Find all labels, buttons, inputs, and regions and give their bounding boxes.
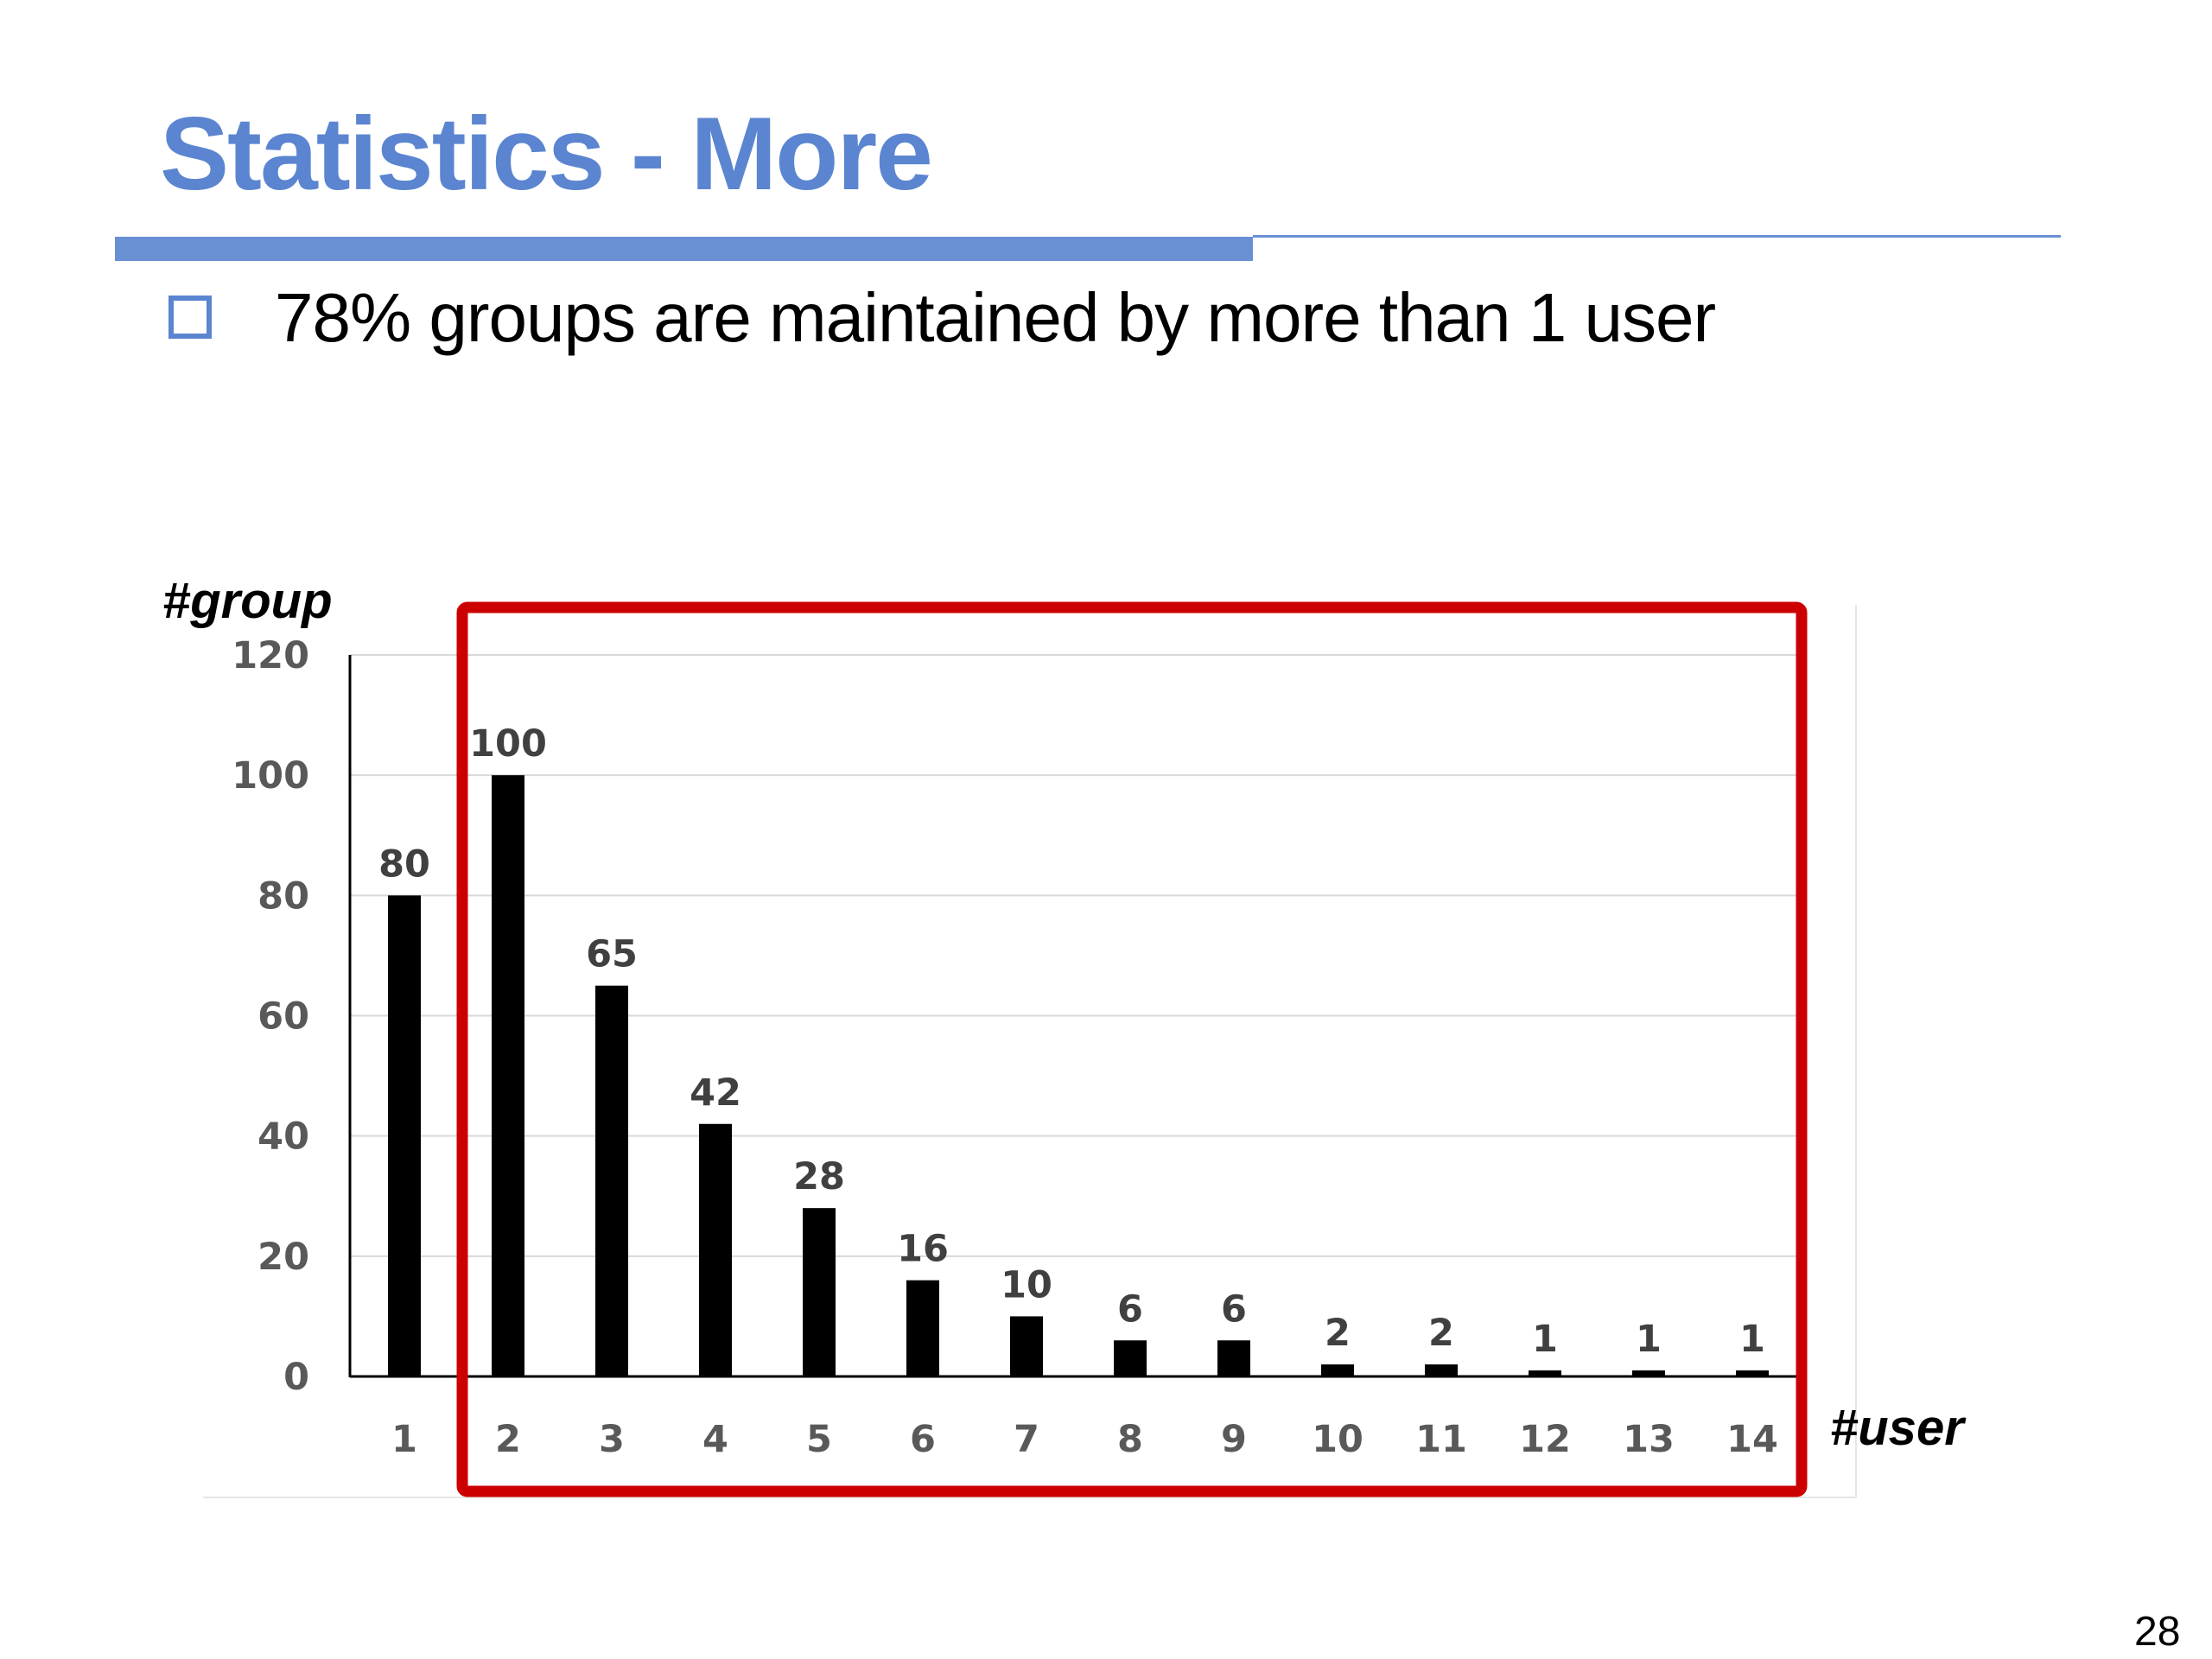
x-tick-label: 3 <box>599 1418 625 1461</box>
x-tick-label: 2 <box>495 1418 521 1461</box>
title-underline-thick <box>115 237 1253 261</box>
data-label: 1 <box>1739 1318 1765 1361</box>
slide-title: Statistics - More <box>160 96 933 212</box>
bar <box>1321 1364 1354 1376</box>
bar <box>1114 1340 1147 1376</box>
x-tick-label: 12 <box>1519 1418 1571 1461</box>
x-axis-title: #user <box>1830 1400 1967 1456</box>
y-axis-title: #group <box>162 573 333 629</box>
bar <box>1425 1364 1458 1376</box>
bullet-text: 78% groups are maintained by more than 1… <box>275 279 1716 356</box>
bullet-square-icon <box>168 296 212 339</box>
data-label: 2 <box>1428 1312 1454 1355</box>
title-underline-thin <box>1253 235 2061 238</box>
bar <box>1010 1316 1043 1376</box>
x-tick-label: 7 <box>1014 1418 1039 1461</box>
data-label: 80 <box>378 842 430 886</box>
x-tick-label: 13 <box>1623 1418 1675 1461</box>
data-label: 100 <box>469 722 547 766</box>
bar <box>699 1123 732 1376</box>
data-label: 10 <box>1001 1263 1052 1306</box>
bar <box>803 1208 836 1376</box>
y-tick-label: 80 <box>257 874 309 918</box>
data-label: 6 <box>1117 1287 1143 1331</box>
data-label: 42 <box>690 1071 741 1115</box>
bar <box>492 775 524 1376</box>
data-label: 1 <box>1532 1318 1558 1361</box>
x-tick-label: 1 <box>391 1418 417 1461</box>
data-label: 2 <box>1325 1312 1351 1355</box>
page-number: 28 <box>2134 1609 2181 1655</box>
y-tick-label: 60 <box>257 995 309 1039</box>
data-label: 6 <box>1221 1287 1247 1331</box>
bar <box>1217 1340 1250 1376</box>
x-tick-label: 8 <box>1117 1418 1143 1461</box>
y-tick-label: 100 <box>232 754 309 798</box>
bar <box>1632 1370 1665 1376</box>
x-tick-label: 10 <box>1312 1418 1363 1461</box>
bar <box>1736 1370 1769 1376</box>
x-tick-label: 4 <box>702 1418 728 1461</box>
bar <box>1529 1370 1561 1376</box>
bar <box>388 895 421 1376</box>
data-label: 16 <box>897 1228 949 1271</box>
x-tick-label: 11 <box>1415 1418 1467 1461</box>
x-tick-label: 9 <box>1221 1418 1247 1461</box>
y-tick-label: 120 <box>232 634 309 677</box>
x-tick-label: 6 <box>910 1418 936 1461</box>
y-tick-label: 40 <box>257 1116 309 1159</box>
data-label: 65 <box>586 933 638 976</box>
x-tick-label: 5 <box>806 1418 832 1461</box>
x-tick-label: 14 <box>1726 1418 1778 1461</box>
highlight-box <box>456 601 1808 1497</box>
bar <box>595 985 628 1376</box>
bar <box>906 1280 939 1376</box>
y-tick-label: 20 <box>257 1236 309 1279</box>
data-label: 28 <box>793 1155 845 1198</box>
y-tick-label: 0 <box>283 1356 309 1399</box>
data-label: 1 <box>1636 1318 1662 1361</box>
